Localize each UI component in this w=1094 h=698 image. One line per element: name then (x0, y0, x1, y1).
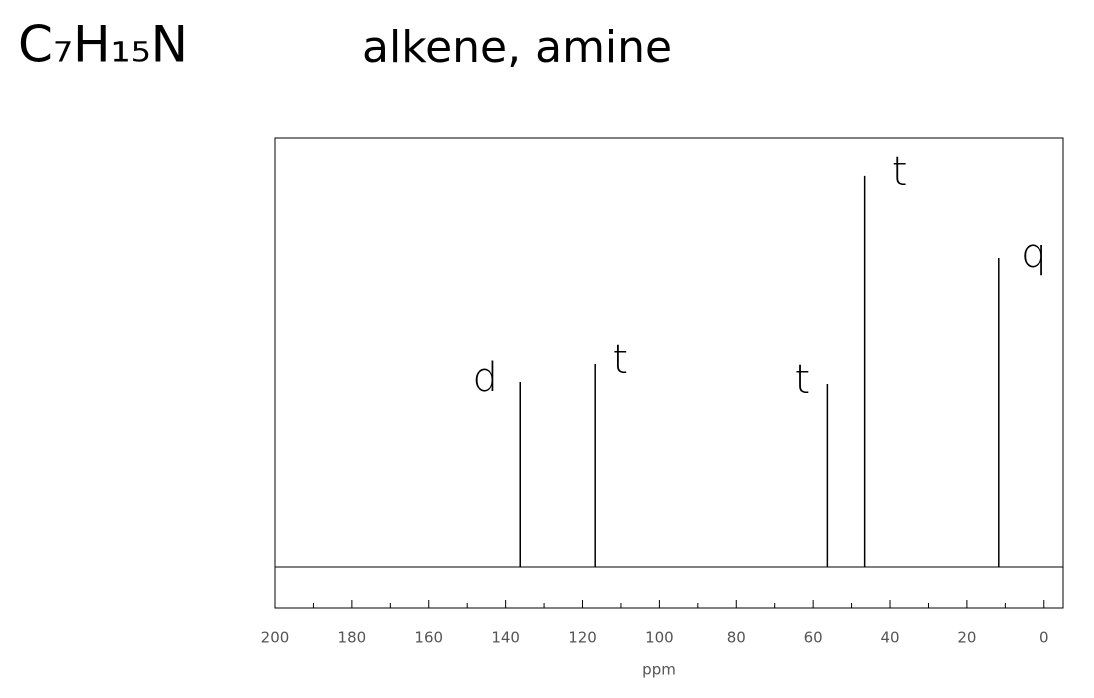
chart-title: C₇H₁₅N (18, 16, 188, 74)
x-tick-label: 0 (1039, 629, 1049, 647)
x-tick-label: 180 (338, 629, 367, 647)
x-tick-label: 120 (568, 629, 597, 647)
chart-subtitle: alkene, amine (362, 22, 672, 73)
x-tick-label: 200 (261, 629, 290, 647)
x-tick-label: 140 (491, 629, 520, 647)
x-tick-label: 40 (880, 629, 899, 647)
peak-multiplicity: t (795, 357, 811, 403)
x-tick-label: 20 (957, 629, 976, 647)
peak-multiplicity: t (892, 149, 908, 195)
plot-frame (274, 137, 1064, 609)
x-tick-label: 80 (727, 629, 746, 647)
x-tick-label: 100 (645, 629, 674, 647)
x-axis-label: ppm (642, 661, 676, 679)
x-tick-label: 160 (414, 629, 443, 647)
peak-multiplicity: q (1021, 231, 1046, 277)
x-tick-label: 60 (804, 629, 823, 647)
peak-multiplicity: d (473, 355, 498, 401)
peak-multiplicity: t (612, 337, 628, 383)
